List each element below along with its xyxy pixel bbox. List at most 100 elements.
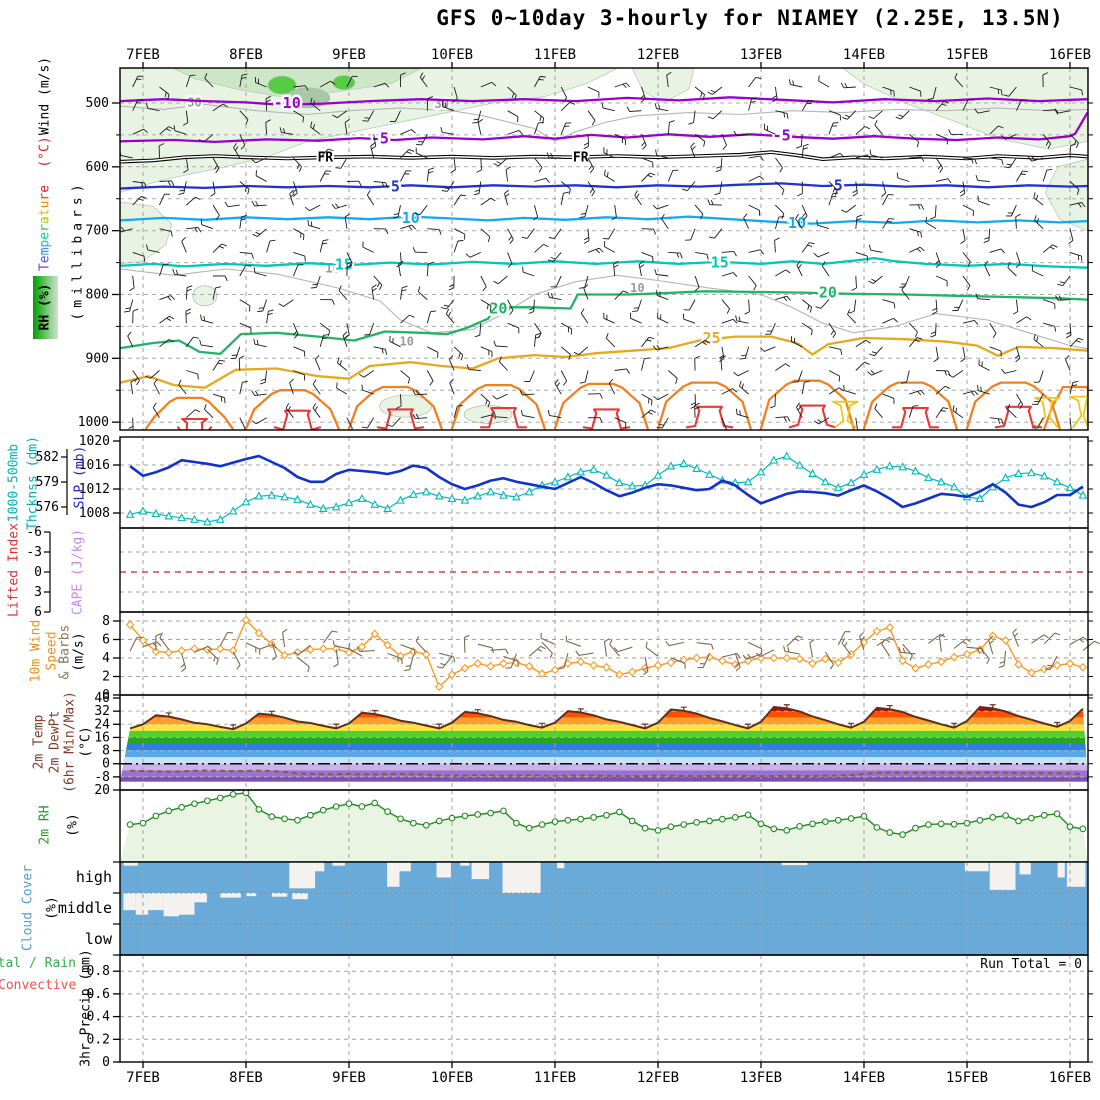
date-label-top: 16FEB bbox=[1049, 47, 1091, 63]
cape-label: CAPE (J/kg) bbox=[70, 528, 86, 616]
lifted-index-cape-panel bbox=[120, 528, 1088, 612]
cloud-cover-label: Cloud Cover bbox=[20, 864, 36, 952]
temperature-letter: a bbox=[37, 216, 53, 225]
axis-tick-label: 20 bbox=[489, 300, 507, 318]
run-total-text: Run Total = 0 bbox=[980, 957, 1082, 972]
temperature-letter: e bbox=[37, 255, 53, 264]
date-label-bottom: 10FEB bbox=[431, 1070, 473, 1086]
upper-air-wind-barbs bbox=[120, 71, 1086, 430]
date-label-bottom: 12FEB bbox=[637, 1070, 679, 1086]
date-label-bottom: 16FEB bbox=[1049, 1070, 1091, 1086]
axis-tick-label: -10 bbox=[274, 94, 301, 112]
thickness-label-2: Thcknss (dm) bbox=[25, 436, 41, 530]
axis-tick-label: 600 bbox=[86, 160, 109, 175]
rh-label: RH (%) bbox=[37, 283, 53, 331]
axis-tick-label: 30 bbox=[187, 96, 201, 110]
temperature-letter: T bbox=[37, 263, 53, 272]
axis-tick-label: FR bbox=[573, 150, 589, 165]
date-label-bottom: 14FEB bbox=[843, 1070, 885, 1086]
date-label-bottom: 9FEB bbox=[332, 1070, 366, 1086]
axis-tick-label: 32 bbox=[94, 704, 110, 719]
axis-tick-label: 900 bbox=[86, 351, 109, 366]
axis-tick-label: 582 bbox=[36, 450, 59, 465]
date-label-top: 15FEB bbox=[946, 47, 988, 63]
axis-tick-label: -5 bbox=[371, 130, 389, 148]
precip-panel bbox=[120, 955, 1088, 1062]
date-label-bottom: 7FEB bbox=[126, 1070, 160, 1086]
rh2m-units-label: (%) bbox=[65, 813, 81, 837]
axis-tick-label: 5 bbox=[834, 176, 843, 194]
rh2m-label: 2m RH bbox=[37, 805, 53, 845]
date-label-top: 13FEB bbox=[740, 47, 782, 63]
axis-tick-label: 1012 bbox=[79, 482, 110, 497]
axis-tick-label: 0 bbox=[102, 757, 110, 772]
temperature-letter: e bbox=[37, 231, 53, 240]
axis-tick-label: 2 bbox=[102, 670, 110, 685]
cloud-level-label: low bbox=[85, 930, 113, 948]
t2m-label-1: 2m Temp bbox=[31, 714, 47, 770]
thickness-label-1: 1000-500mb bbox=[6, 443, 22, 523]
date-label-bottom: 11FEB bbox=[534, 1070, 576, 1086]
axis-tick-label: 25 bbox=[703, 329, 721, 347]
slp-label: SLP (mb) bbox=[72, 445, 88, 509]
axis-tick-label: 8 bbox=[102, 744, 110, 759]
temperature-letter: u bbox=[37, 200, 53, 209]
axis-tick-label: 8 bbox=[102, 614, 110, 629]
temperature-letter: t bbox=[37, 208, 53, 217]
temperature-letter: e bbox=[37, 184, 53, 193]
lifted-index-label: Lifted Index bbox=[6, 523, 22, 617]
axis-tick-label: 16 bbox=[94, 730, 110, 745]
t2m-label-3: (6hr Min/Max) bbox=[62, 691, 78, 793]
date-label-top: 8FEB bbox=[229, 47, 263, 63]
date-label-bottom: 13FEB bbox=[740, 1070, 782, 1086]
axis-tick-label: 700 bbox=[86, 224, 109, 239]
axis-tick-label: 0.6 bbox=[87, 987, 110, 1002]
axis-tick-label: -3 bbox=[26, 545, 42, 560]
axis-tick-label: 24 bbox=[94, 717, 110, 732]
axis-tick-label: 0 bbox=[102, 1055, 110, 1070]
axis-tick-label: 0 bbox=[102, 688, 110, 703]
axis-tick-label: 10 bbox=[402, 209, 420, 227]
t2m-units-label: (°C) bbox=[78, 726, 94, 758]
date-label-top: 10FEB bbox=[431, 47, 473, 63]
axis-tick-label: 0 bbox=[34, 565, 42, 580]
axis-tick-label: -6 bbox=[26, 525, 42, 540]
axis-tick-label: 40 bbox=[94, 691, 110, 706]
date-label-bottom: 15FEB bbox=[946, 1070, 988, 1086]
axis-tick-label: 6 bbox=[102, 633, 110, 648]
temperature-letter: m bbox=[37, 247, 53, 256]
wind10m-label-3: & Barbs bbox=[57, 624, 73, 680]
axis-tick-label: FR bbox=[317, 150, 333, 165]
cloud-cover-panel bbox=[120, 862, 1088, 955]
precip-units-label: 3hr Precip (mm) bbox=[78, 949, 94, 1067]
axis-tick-label: 0.2 bbox=[87, 1032, 110, 1047]
axis-tick-label: 1008 bbox=[79, 506, 110, 521]
axis-tick-label: 20 bbox=[94, 783, 110, 798]
axis-tick-label: 1020 bbox=[79, 434, 110, 449]
axis-ticks-and-labels: 5006007008009001000102010161012100858257… bbox=[26, 47, 1093, 1086]
axis-tick-label: 576 bbox=[36, 500, 59, 515]
temperature-label: Temperature bbox=[38, 185, 53, 271]
axis-tick-label: 0.8 bbox=[87, 964, 110, 979]
wind10m-label-1: 10m Wind bbox=[28, 619, 44, 683]
wind10m-units-label: (m/s) bbox=[71, 632, 87, 672]
date-label-bottom: 8FEB bbox=[229, 1070, 263, 1086]
slp-thickness-panel bbox=[120, 437, 1088, 528]
rh-legend-box bbox=[33, 276, 58, 339]
axis-tick-label: 4 bbox=[102, 651, 110, 666]
axis-tick-label: 15 bbox=[711, 254, 729, 272]
date-label-top: 14FEB bbox=[843, 47, 885, 63]
axis-tick-label: 1000 bbox=[78, 415, 109, 430]
axis-tick-label: 5 bbox=[391, 178, 400, 196]
date-label-top: 11FEB bbox=[534, 47, 576, 63]
chart-title: GFS 0~10day 3-hourly for NIAMEY (2.25E, … bbox=[436, 6, 1064, 30]
wind10m-panel bbox=[120, 612, 1088, 695]
axis-tick-label: 0.4 bbox=[87, 1010, 111, 1025]
date-label-top: 9FEB bbox=[332, 47, 366, 63]
axis-tick-label: 500 bbox=[86, 96, 109, 111]
date-label-top: 7FEB bbox=[126, 47, 160, 63]
wind10m-barbs bbox=[129, 628, 1100, 676]
